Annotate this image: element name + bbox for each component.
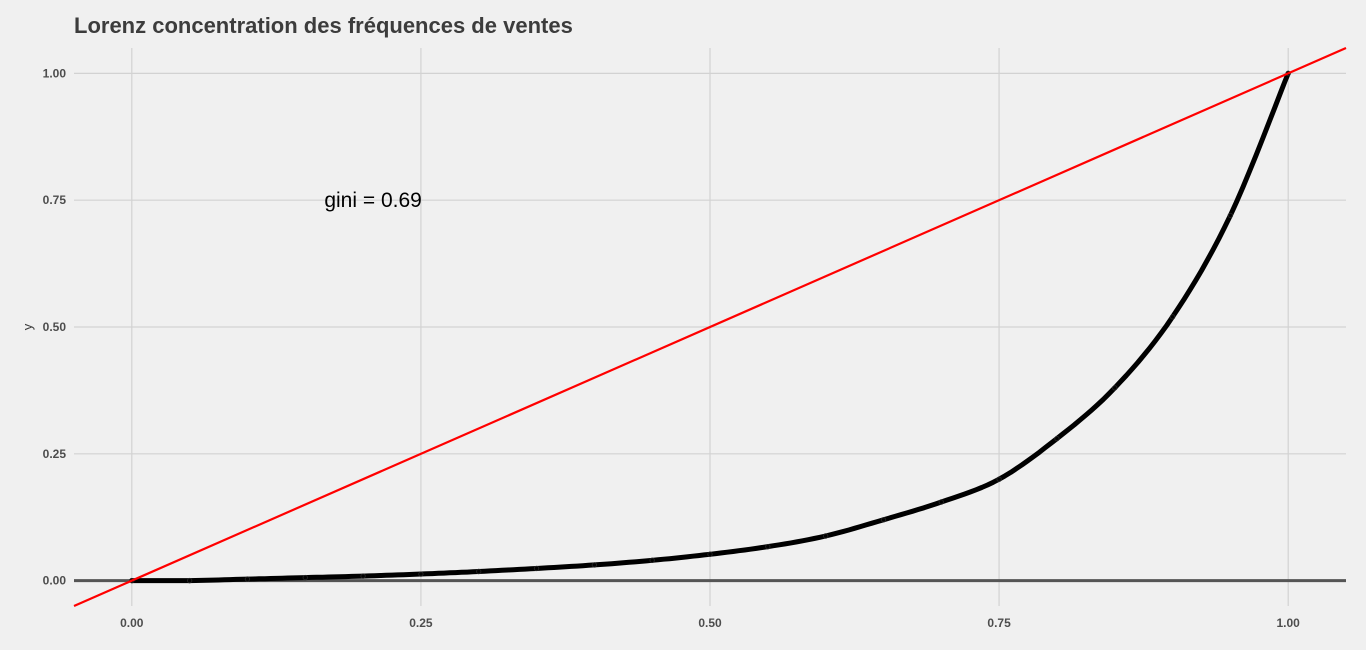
lorenz-point — [1054, 435, 1060, 442]
lorenz-point — [302, 574, 308, 581]
series — [73, 46, 1347, 608]
y-tick-label: 0.50 — [43, 320, 67, 334]
y-axis-title: y — [20, 323, 35, 330]
lorenz-curve — [129, 70, 1291, 584]
y-tick-label: 0.75 — [43, 193, 67, 207]
lorenz-point — [186, 577, 193, 584]
lorenz-point — [476, 568, 482, 575]
x-tick-label: 1.00 — [1277, 616, 1301, 630]
lorenz-point — [938, 499, 944, 505]
lorenz-point — [244, 576, 251, 582]
equality-line — [73, 46, 1347, 608]
lorenz-point — [1112, 385, 1118, 391]
lorenz-point — [822, 533, 829, 539]
lorenz-point — [765, 543, 771, 550]
lorenz-point — [360, 573, 366, 579]
lorenz-point — [1227, 212, 1234, 219]
lorenz-point — [591, 562, 598, 568]
x-tick-label: 0.25 — [409, 616, 433, 630]
lorenz-point — [418, 571, 424, 577]
axes: 0.00 0.25 0.50 0.75 1.00 0.00 0.25 0.50 0.75 1.00… — [20, 66, 1346, 630]
x-tick-label: 0.50 — [698, 616, 722, 630]
chart-title: Lorenz concentration des fréquences de v… — [74, 13, 573, 38]
lorenz-point — [996, 476, 1002, 482]
lorenz-point — [1169, 314, 1176, 320]
annotations: gini = 0.69 — [324, 189, 422, 212]
x-tick-label: 0.75 — [987, 616, 1011, 630]
y-tick-label: 1.00 — [43, 66, 67, 80]
y-tick-label: 0.25 — [43, 447, 67, 461]
x-tick-label: 0.00 — [120, 616, 144, 630]
lorenz-point — [533, 565, 540, 572]
lorenz-point — [649, 557, 655, 564]
lorenz-point — [880, 517, 887, 523]
lorenz-point — [707, 551, 713, 557]
gini-annotation: gini = 0.69 — [324, 189, 422, 212]
y-tick-label: 0.00 — [43, 574, 67, 588]
